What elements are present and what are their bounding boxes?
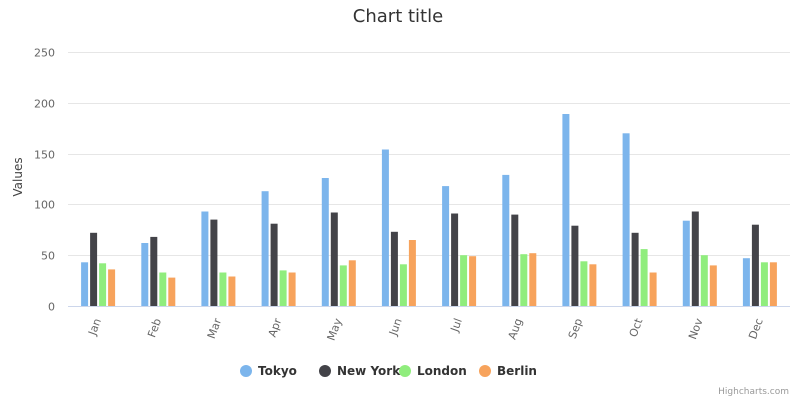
bar-new-york[interactable]	[330, 212, 338, 307]
bar-berlin[interactable]	[168, 277, 176, 306]
x-tick-label: Aug	[506, 317, 526, 342]
legend-marker	[240, 365, 252, 377]
x-tick-label: Dec	[746, 317, 766, 341]
bar-tokyo[interactable]	[562, 114, 570, 306]
bar-london[interactable]	[460, 255, 468, 306]
bar-berlin[interactable]	[348, 260, 356, 306]
bar-new-york[interactable]	[571, 225, 579, 306]
y-tick-label: 50	[41, 250, 55, 263]
legend-label: Tokyo	[258, 364, 297, 378]
bar-london[interactable]	[279, 270, 287, 306]
bar-london[interactable]	[580, 261, 588, 306]
legend-item-london[interactable]: London	[399, 364, 467, 378]
bar-berlin[interactable]	[769, 262, 777, 306]
bar-new-york[interactable]	[511, 214, 519, 306]
legend: Tokyo New York London Berlin	[240, 364, 537, 378]
bar-new-york[interactable]	[691, 211, 699, 307]
x-tick-label: Jul	[448, 317, 465, 335]
y-tick-label: 100	[34, 199, 55, 212]
legend-label: New York	[337, 364, 401, 378]
bar-berlin[interactable]	[529, 253, 537, 306]
bar-new-york[interactable]	[90, 232, 98, 306]
bar-tokyo[interactable]	[261, 191, 269, 306]
legend-item-berlin[interactable]: Berlin	[479, 364, 537, 378]
bar-london[interactable]	[99, 263, 107, 306]
bar-berlin[interactable]	[408, 240, 416, 306]
y-tick-label: 200	[34, 98, 55, 111]
bar-new-york[interactable]	[631, 232, 639, 306]
bar-berlin[interactable]	[589, 264, 597, 306]
bar-new-york[interactable]	[390, 231, 398, 306]
legend-label: London	[417, 364, 467, 378]
legend-item-tokyo[interactable]: Tokyo	[240, 364, 297, 378]
x-axis-ticks: Jan Feb Mar Apr May Jun Jul Aug Sep Oct Nov Dec	[86, 316, 766, 342]
bar-new-york[interactable]	[751, 224, 759, 306]
bar-london[interactable]	[520, 254, 528, 306]
x-tick-label: Nov	[686, 316, 706, 341]
bar-new-york[interactable]	[150, 236, 158, 306]
bar-berlin[interactable]	[108, 269, 116, 306]
bar-london[interactable]	[640, 249, 648, 306]
bar-tokyo[interactable]	[682, 220, 690, 306]
bar-tokyo[interactable]	[502, 174, 510, 306]
bar-tokyo[interactable]	[442, 186, 450, 306]
bar-tokyo[interactable]	[201, 211, 209, 307]
bar-berlin[interactable]	[709, 265, 717, 306]
bar-new-york[interactable]	[451, 213, 459, 307]
gridlines	[68, 52, 790, 256]
bar-tokyo[interactable]	[622, 133, 630, 306]
bar-tokyo[interactable]	[81, 262, 89, 306]
x-tick-label: Mar	[205, 316, 224, 340]
bar-berlin[interactable]	[288, 272, 296, 307]
legend-marker	[479, 365, 491, 377]
legend-marker	[319, 365, 331, 377]
x-tick-label: May	[325, 316, 345, 342]
bars	[81, 114, 777, 306]
bar-tokyo[interactable]	[742, 258, 750, 306]
bar-new-york[interactable]	[270, 223, 278, 306]
x-tick-label: Feb	[145, 317, 164, 340]
chart-title: Chart title	[353, 6, 443, 27]
bar-new-york[interactable]	[210, 219, 218, 306]
bar-london[interactable]	[399, 264, 407, 306]
bar-berlin[interactable]	[649, 272, 657, 307]
legend-label: Berlin	[497, 364, 537, 378]
bar-london[interactable]	[700, 255, 708, 306]
x-tick-label: Jun	[386, 317, 404, 339]
y-axis-title: Values	[11, 157, 25, 196]
x-tick-label: Apr	[266, 316, 285, 339]
y-tick-label: 0	[48, 301, 55, 314]
y-tick-label: 250	[34, 47, 55, 60]
bar-berlin[interactable]	[469, 256, 477, 306]
legend-item-new-york[interactable]: New York	[319, 364, 401, 378]
credits-link[interactable]: Highcharts.com	[718, 387, 789, 397]
y-axis-ticks: 0 50 100 150 200 250	[34, 47, 55, 314]
x-tick-label: Jan	[86, 317, 104, 338]
y-tick-label: 150	[34, 149, 55, 162]
x-tick-label: Oct	[627, 316, 646, 339]
bar-london[interactable]	[219, 272, 227, 307]
x-tick-label: Sep	[566, 317, 585, 341]
bar-london[interactable]	[339, 265, 347, 306]
bar-berlin[interactable]	[228, 276, 236, 307]
bar-tokyo[interactable]	[381, 149, 389, 307]
bar-london[interactable]	[760, 262, 768, 306]
bar-tokyo[interactable]	[141, 243, 149, 306]
bar-london[interactable]	[159, 272, 167, 307]
legend-marker	[399, 365, 411, 377]
bar-tokyo[interactable]	[321, 178, 329, 306]
